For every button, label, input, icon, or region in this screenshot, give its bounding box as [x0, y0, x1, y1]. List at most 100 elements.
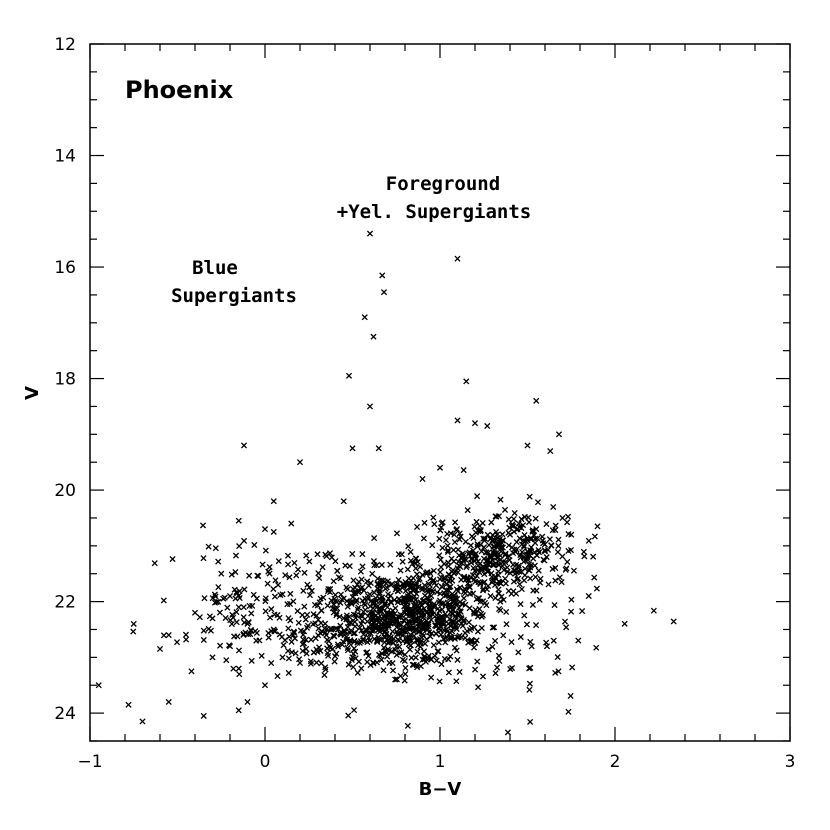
star-point	[450, 599, 457, 606]
star-point	[547, 447, 554, 455]
star-point	[528, 643, 535, 650]
star-point	[325, 652, 332, 659]
star-point	[297, 627, 304, 634]
star-point	[413, 607, 420, 614]
star-point	[398, 597, 405, 604]
star-point	[650, 607, 657, 614]
star-point	[218, 570, 225, 577]
star-point	[426, 611, 433, 618]
star-point	[482, 549, 490, 556]
star-point	[287, 617, 294, 624]
star-point	[241, 586, 248, 593]
star-point	[188, 668, 195, 675]
star-point	[565, 530, 572, 538]
star-point	[489, 643, 496, 650]
star-point	[359, 551, 366, 558]
star-point	[565, 513, 572, 520]
star-point	[317, 647, 324, 654]
star-point	[200, 636, 207, 644]
star-point	[487, 551, 494, 558]
star-point	[457, 533, 464, 540]
star-point	[271, 627, 278, 635]
star-point	[318, 607, 325, 614]
star-point	[295, 619, 302, 626]
star-point	[392, 646, 399, 654]
star-point	[393, 651, 400, 658]
star-point	[404, 594, 412, 601]
star-point	[355, 589, 362, 596]
star-point	[379, 272, 386, 279]
star-point	[496, 657, 503, 665]
star-point	[568, 596, 575, 603]
star-point	[165, 698, 172, 706]
star-point	[454, 255, 461, 262]
star-point	[474, 658, 481, 665]
star-point	[483, 558, 490, 565]
star-point	[442, 639, 449, 646]
star-point	[396, 643, 403, 650]
star-point	[433, 657, 440, 664]
x-tick-label: −1	[77, 752, 102, 772]
star-point	[363, 627, 370, 634]
star-point	[236, 543, 243, 550]
star-point	[491, 550, 498, 558]
star-point	[261, 682, 269, 689]
star-point	[284, 561, 292, 568]
star-point	[436, 607, 443, 614]
star-point	[266, 563, 273, 571]
star-point	[373, 659, 381, 666]
star-point	[468, 636, 475, 644]
star-point	[492, 513, 499, 520]
star-point	[590, 553, 597, 560]
star-point	[285, 655, 292, 662]
star-point	[506, 553, 513, 560]
star-point	[410, 587, 417, 594]
star-point	[438, 661, 445, 668]
star-point	[490, 624, 498, 631]
star-point	[314, 602, 321, 609]
x-tick-label: 0	[260, 752, 271, 772]
star-point	[510, 578, 517, 585]
star-point	[436, 678, 443, 685]
star-point	[422, 658, 429, 665]
star-point	[479, 519, 486, 527]
star-point	[458, 554, 465, 562]
star-point	[522, 538, 529, 545]
star-point	[508, 664, 516, 672]
star-point	[404, 566, 411, 573]
star-point	[354, 639, 361, 646]
star-point	[380, 667, 387, 674]
star-point	[232, 568, 239, 576]
star-point	[384, 653, 391, 660]
star-point	[342, 562, 349, 569]
star-point	[591, 533, 598, 540]
star-point	[445, 669, 452, 676]
star-point	[594, 523, 601, 530]
star-point	[409, 560, 416, 567]
star-point	[165, 631, 172, 639]
star-point	[266, 614, 274, 621]
star-point	[408, 584, 415, 591]
star-point	[413, 637, 420, 644]
star-point	[324, 602, 331, 609]
star-point	[407, 548, 414, 555]
star-point	[484, 422, 491, 430]
star-point	[398, 649, 405, 656]
star-point	[379, 616, 386, 623]
star-point	[489, 624, 496, 631]
star-point	[345, 372, 353, 379]
star-point	[226, 642, 233, 649]
star-point	[497, 607, 504, 614]
star-point	[330, 632, 337, 639]
star-point	[395, 551, 402, 558]
star-point	[418, 612, 425, 620]
star-point	[270, 585, 277, 593]
star-point	[359, 563, 366, 570]
star-point	[442, 537, 450, 544]
star-point	[510, 561, 517, 568]
star-point	[405, 617, 412, 624]
star-point	[406, 646, 413, 653]
star-point	[541, 548, 549, 555]
star-point	[182, 631, 190, 638]
